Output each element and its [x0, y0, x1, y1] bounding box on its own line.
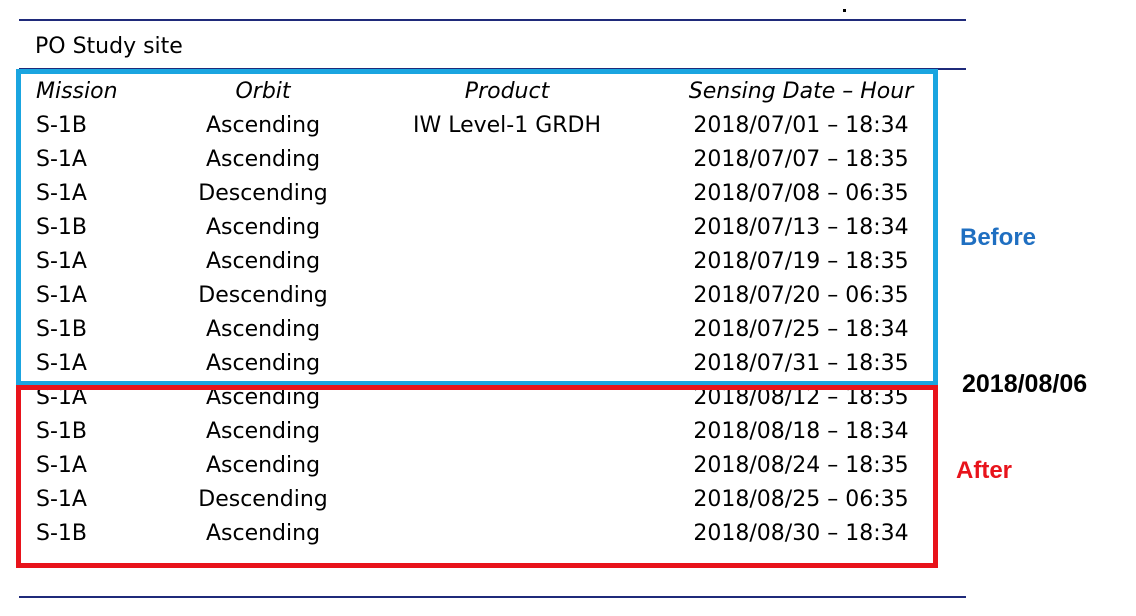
cell-mission: S-1A [36, 283, 87, 308]
cell-mission: S-1A [36, 147, 87, 172]
cell-mission: S-1A [36, 249, 87, 274]
after-label: After [956, 457, 1013, 484]
table-row: S-1A Descending 2018/08/25 – 06:35 [0, 483, 940, 517]
before-period-box [16, 69, 938, 386]
table-header: Mission Orbit Product Sensing Date – Hou… [0, 75, 940, 109]
table-row: S-1B Ascending 2018/08/30 – 18:34 [0, 517, 940, 551]
cell-orbit: Ascending [205, 419, 321, 444]
cell-orbit: Ascending [205, 521, 321, 546]
cell-sensing-date: 2018/07/08 – 06:35 [693, 181, 909, 206]
cell-orbit: Ascending [205, 317, 321, 342]
cell-orbit: Ascending [205, 249, 321, 274]
cell-orbit: Ascending [205, 147, 321, 172]
table-row: S-1B Ascending 2018/08/18 – 18:34 [0, 415, 940, 449]
cell-sensing-date: 2018/07/25 – 18:34 [693, 317, 909, 342]
cell-sensing-date: 2018/08/30 – 18:34 [693, 521, 909, 546]
site-title: PO Study site [35, 34, 183, 59]
cell-mission: S-1A [36, 453, 87, 478]
cell-mission: S-1B [36, 317, 87, 342]
cell-mission: S-1A [36, 351, 87, 376]
cell-sensing-date: 2018/07/13 – 18:34 [693, 215, 909, 240]
table-row: S-1B Ascending 2018/07/13 – 18:34 [0, 211, 940, 245]
cell-product: IW Level-1 GRDH [412, 113, 602, 138]
table-row: S-1A Ascending 2018/07/19 – 18:35 [0, 245, 940, 279]
after-period-box [16, 385, 938, 568]
table-row: S-1A Descending 2018/07/20 – 06:35 [0, 279, 940, 313]
cell-mission: S-1A [36, 487, 87, 512]
cell-mission: S-1B [36, 419, 87, 444]
cell-mission: S-1B [36, 113, 87, 138]
table-row: S-1A Ascending 2018/07/07 – 18:35 [0, 143, 940, 177]
cell-orbit: Ascending [205, 215, 321, 240]
table-row: S-1A Ascending 2018/07/31 – 18:35 [0, 347, 940, 381]
header-mission: Mission [36, 79, 118, 104]
header-orbit: Orbit [235, 79, 291, 104]
top-rule [19, 19, 966, 21]
cell-mission: S-1A [36, 181, 87, 206]
event-date-label: 2018/08/06 [962, 370, 1088, 398]
header-product: Product [464, 79, 550, 104]
table-row: S-1B Ascending IW Level-1 GRDH 2018/07/01 –… [0, 109, 940, 143]
header-sensing-date: Sensing Date – Hour [688, 79, 914, 104]
before-label: Before [960, 224, 1037, 251]
cell-orbit: Ascending [205, 453, 321, 478]
cell-orbit: Descending [198, 283, 328, 308]
cell-orbit: Ascending [205, 351, 321, 376]
cell-sensing-date: 2018/07/07 – 18:35 [693, 147, 909, 172]
cell-orbit: Descending [198, 487, 328, 512]
table-row: S-1A Ascending 2018/08/24 – 18:35 [0, 449, 940, 483]
cell-sensing-date: 2018/07/31 – 18:35 [693, 351, 909, 376]
cell-mission: S-1B [36, 521, 87, 546]
cell-sensing-date: 2018/07/19 – 18:35 [693, 249, 909, 274]
cell-sensing-date: 2018/07/20 – 06:35 [693, 283, 909, 308]
cell-orbit: Descending [198, 181, 328, 206]
cell-mission: S-1B [36, 215, 87, 240]
cell-sensing-date: 2018/08/24 – 18:35 [693, 453, 909, 478]
cell-sensing-date: 2018/07/01 – 18:34 [693, 113, 909, 138]
table-row: S-1B Ascending 2018/07/25 – 18:34 [0, 313, 940, 347]
cell-sensing-date: 2018/08/25 – 06:35 [693, 487, 909, 512]
table-row: S-1A Descending 2018/07/08 – 06:35 [0, 177, 940, 211]
bottom-rule [19, 596, 966, 598]
cell-orbit: Ascending [205, 113, 321, 138]
cell-sensing-date: 2018/08/18 – 18:34 [693, 419, 909, 444]
decorative-dot [843, 9, 846, 12]
